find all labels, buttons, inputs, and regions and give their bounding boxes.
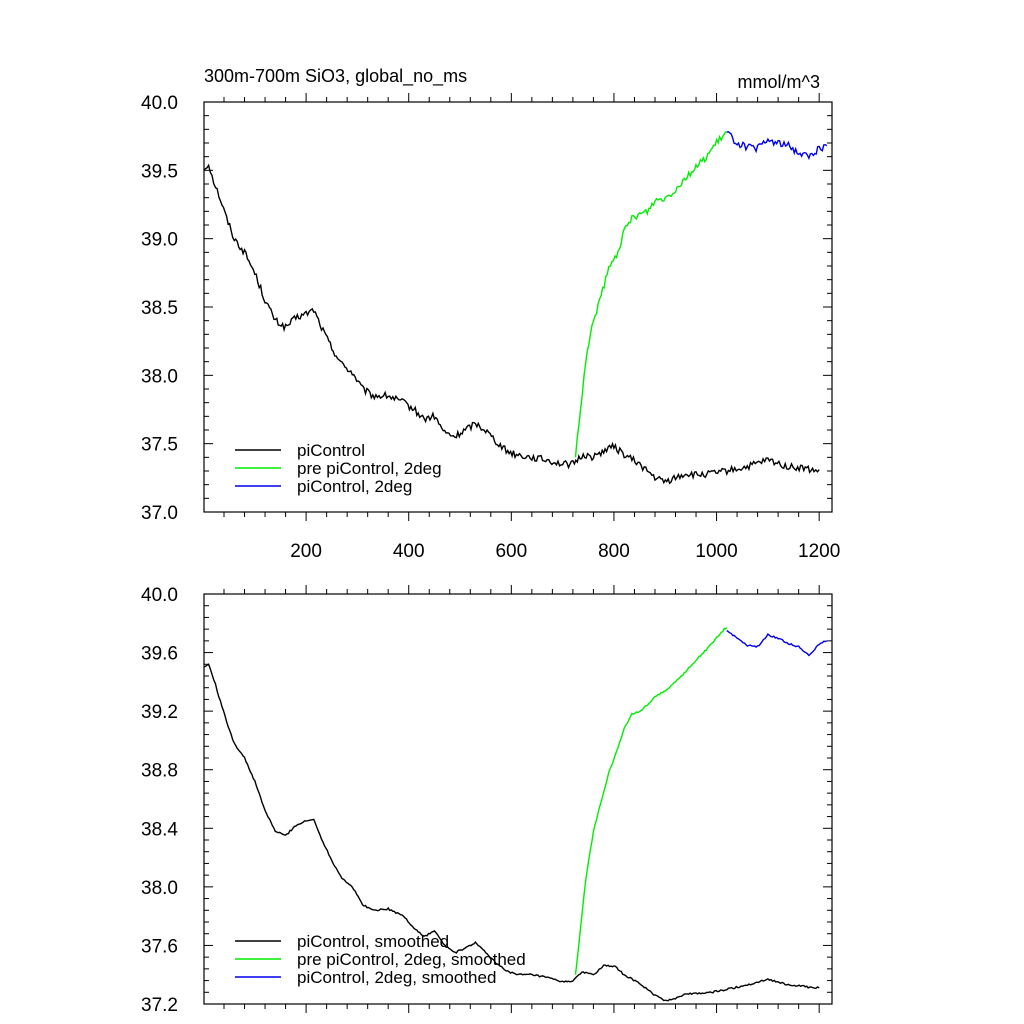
y-tick-label: 38.8 xyxy=(141,761,178,782)
y-tick-label: 40.0 xyxy=(141,93,178,114)
series-line-1 xyxy=(574,627,728,975)
legend-label: piControl, 2deg xyxy=(297,477,412,496)
y-tick-label: 38.5 xyxy=(141,298,178,319)
series-line-2 xyxy=(726,630,828,657)
y-tick-label: 39.2 xyxy=(141,702,178,723)
y-tick-label: 37.2 xyxy=(141,995,178,1016)
legend-label: piControl, smoothed xyxy=(297,932,449,951)
x-tick-label: 400 xyxy=(393,541,425,562)
y-tick-label: 37.5 xyxy=(141,435,178,456)
legend-label: piControl, 2deg, smoothed xyxy=(297,968,496,987)
legend-label: pre piControl, 2deg, smoothed xyxy=(297,950,526,969)
y-tick-label: 38.0 xyxy=(141,366,178,387)
y-tick-label: 37.6 xyxy=(141,936,178,957)
x-tick-label: 1000 xyxy=(695,541,737,562)
y-tick-label: 39.0 xyxy=(141,230,178,251)
x-tick-label: 600 xyxy=(495,541,527,562)
series-line-2 xyxy=(726,131,828,161)
series-line-0 xyxy=(203,163,820,485)
y-tick-label: 38.4 xyxy=(141,819,178,840)
y-tick-label: 40.0 xyxy=(141,585,178,606)
x-tick-label: 800 xyxy=(598,541,630,562)
x-tick-label: 1200 xyxy=(798,541,840,562)
y-tick-label: 39.6 xyxy=(141,644,178,665)
top-panel: 37.0 37.5 38.0 38.5 39.0 39.5 40.0 200 400 600 800… xyxy=(141,93,840,562)
y-tick-label: 39.5 xyxy=(141,161,178,182)
series-line-1 xyxy=(574,131,727,458)
legend-label: piControl xyxy=(297,441,365,460)
y-tick-label: 37.0 xyxy=(141,503,178,524)
bottom-panel: 37.2 37.6 38.0 38.4 38.8 39.2 39.6 40.0 piContro… xyxy=(141,585,833,1016)
series-line-0 xyxy=(203,663,820,1002)
chart-title: 300m-700m SiO3, global_no_ms xyxy=(204,66,467,87)
legend-label: pre piControl, 2deg xyxy=(297,459,442,478)
x-tick-label: 200 xyxy=(290,541,322,562)
plot-frame xyxy=(203,593,833,1005)
y-tick-label: 38.0 xyxy=(141,878,178,899)
units-label: mmol/m^3 xyxy=(738,72,820,92)
